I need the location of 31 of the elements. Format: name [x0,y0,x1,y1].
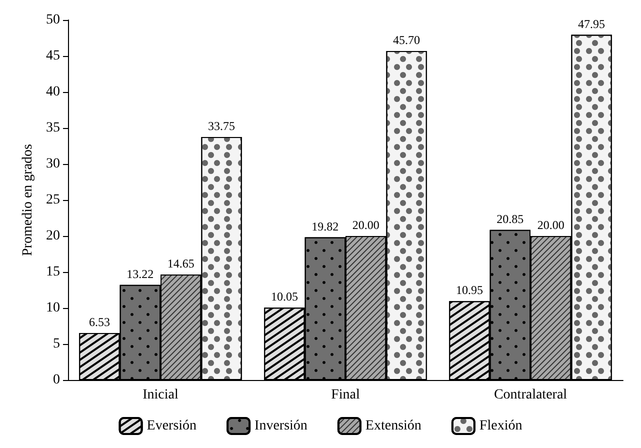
data-label: 14.65 [167,256,194,271]
y-tick-label: 15 [46,264,60,280]
legend-label: Eversión [146,418,197,434]
data-label: 13.22 [126,266,154,281]
y-tick-label: 20 [46,228,60,244]
y-axis-title: Promedio en grados [20,144,36,256]
legend-label: Inversión [254,418,308,434]
y-tick-label: 30 [46,156,60,172]
x-tick-label: Contralateral [494,388,568,402]
y-tick-label: 40 [46,84,60,100]
y-tick-label: 50 [46,12,60,28]
data-label: 10.05 [270,290,298,304]
data-label: 20.00 [537,218,564,232]
data-label: 20.85 [496,212,524,226]
x-tick-label: Final [331,388,360,402]
y-tick-label: 35 [46,120,60,136]
data-label: 33.75 [208,119,236,133]
legend-label: Flexión [479,418,522,434]
y-tick-label: 5 [53,336,60,352]
data-label: 47.95 [578,16,606,31]
data-label: 19.82 [312,219,339,234]
x-tick-label: Inicial [142,388,178,402]
y-tick-label: 0 [53,372,60,388]
y-tick-label: 45 [46,48,60,64]
data-label: 45.70 [393,32,420,47]
legend-label: Extensión [365,418,422,434]
data-label: 20.00 [352,218,380,232]
data-label: 10.95 [456,283,483,298]
y-tick-label: 25 [46,192,60,208]
data-label: 6.53 [88,314,110,329]
y-tick-label: 10 [46,300,60,316]
